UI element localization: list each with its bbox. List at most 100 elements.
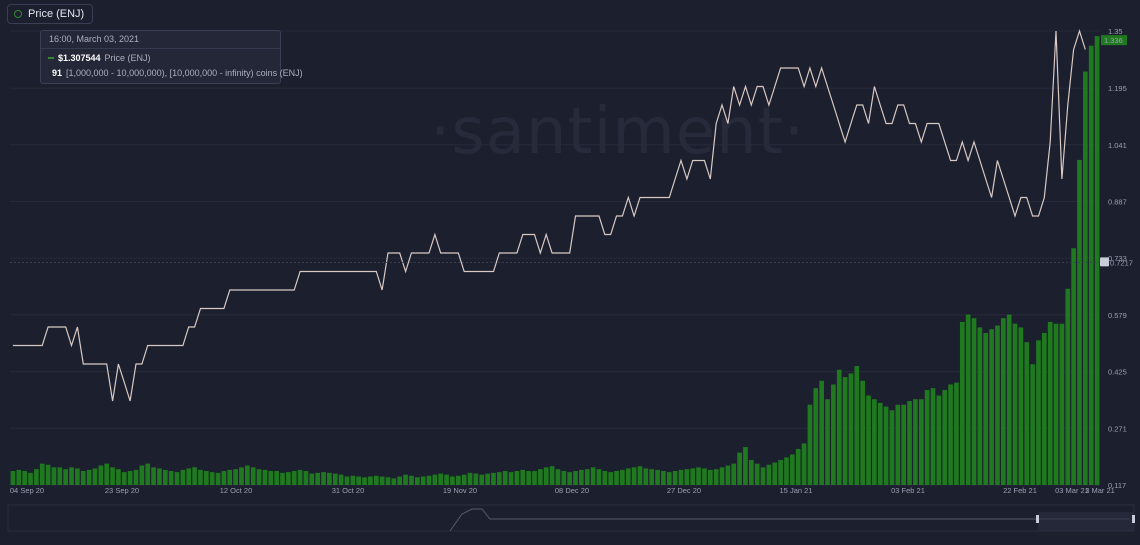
y-tick-label: 0.579 — [1108, 311, 1127, 320]
price-bar — [971, 318, 977, 485]
price-bar — [866, 395, 871, 485]
price-bar — [315, 472, 320, 485]
price-bar — [778, 459, 783, 485]
price-bar — [872, 399, 877, 485]
price-bar — [133, 469, 139, 485]
price-bar — [16, 469, 22, 485]
price-bar — [332, 473, 338, 485]
price-bar — [409, 475, 414, 485]
y-tick-label: 1.195 — [1108, 84, 1127, 93]
price-bar — [889, 410, 895, 485]
price-bar — [168, 471, 174, 485]
price-bar — [743, 447, 748, 485]
price-bar — [1065, 288, 1071, 485]
legend-price-label: Price (ENJ) — [28, 8, 85, 20]
price-bar — [883, 406, 889, 485]
price-bar — [772, 462, 778, 485]
price-bar — [34, 469, 39, 485]
x-tick-label: 15 Jan 21 — [780, 486, 813, 495]
y-tick-label: 0.887 — [1108, 197, 1127, 206]
price-bar — [784, 457, 789, 485]
price-bar — [707, 469, 713, 485]
price-bar — [420, 476, 426, 485]
price-bar — [590, 467, 596, 485]
price-bar — [262, 469, 268, 485]
price-bar — [731, 463, 737, 485]
price-bar — [22, 471, 27, 485]
price-bar — [760, 467, 766, 485]
price-bar — [373, 475, 379, 485]
price-bar — [555, 469, 561, 485]
price-bar — [748, 459, 754, 485]
legend-dot-icon — [14, 10, 22, 18]
price-bar — [579, 469, 584, 485]
price-bar — [1053, 323, 1059, 485]
price-bar — [907, 401, 912, 485]
price-bar — [924, 390, 930, 485]
price-bar — [989, 329, 994, 485]
price-bar — [1024, 342, 1030, 485]
navigator-window — [1038, 512, 1134, 531]
price-bar — [848, 373, 854, 485]
price-bar — [438, 473, 444, 485]
navigator-right-handle — [1132, 515, 1135, 523]
price-bar — [977, 327, 983, 485]
legend-price-chip[interactable]: Price (ENJ) — [7, 4, 94, 24]
price-bar — [813, 388, 819, 485]
price-bar — [713, 469, 719, 485]
price-bar — [110, 467, 115, 485]
price-bar — [344, 476, 350, 485]
price-bar — [643, 468, 649, 485]
price-bar — [959, 321, 965, 485]
price-bar — [983, 332, 989, 485]
price-bar — [63, 469, 69, 485]
price-bar — [995, 325, 1000, 485]
crosshair-plus-icon — [1100, 257, 1109, 267]
price-bar — [1000, 318, 1006, 485]
price-bar — [766, 464, 772, 485]
price-bar — [614, 471, 619, 485]
price-bar — [936, 395, 942, 485]
price-bar — [913, 399, 918, 485]
price-bar — [666, 472, 672, 485]
price-bar — [801, 443, 807, 485]
price-bar — [215, 472, 221, 485]
price-bar — [842, 377, 848, 485]
price-bar — [186, 468, 192, 485]
price-bar — [918, 399, 924, 485]
x-tick-label: 04 Sep 20 — [10, 486, 44, 495]
price-bar — [631, 467, 637, 485]
price-bar — [1088, 45, 1094, 486]
price-bar — [426, 475, 432, 485]
crosshair-value-label: 0.7217 — [1110, 258, 1133, 267]
price-bar — [690, 468, 696, 485]
price-bar — [233, 469, 238, 485]
price-bar — [338, 474, 344, 485]
price-bar — [1041, 332, 1047, 485]
price-bar — [162, 469, 168, 485]
price-bar — [1083, 71, 1088, 485]
price-bar — [45, 464, 51, 485]
price-bar — [790, 454, 795, 485]
price-bar — [625, 468, 631, 485]
price-bar — [491, 472, 496, 485]
tooltip-price-row: $1.307544 Price (ENJ) — [41, 52, 280, 64]
price-bar — [567, 472, 572, 485]
price-bar — [450, 476, 455, 485]
price-bar — [221, 471, 227, 485]
price-bar — [584, 469, 590, 485]
price-bar — [543, 467, 549, 485]
price-bar — [602, 471, 608, 485]
y-tick-label: 0.271 — [1108, 424, 1127, 433]
price-bar — [98, 465, 104, 485]
price-bar — [737, 452, 742, 485]
price-bar — [895, 404, 901, 485]
price-bar — [538, 469, 543, 485]
price-bar — [485, 473, 490, 485]
price-bar — [877, 402, 883, 485]
current-price-label: 1.336 — [1104, 36, 1123, 45]
price-bar — [116, 469, 121, 485]
price-bar — [256, 469, 262, 485]
price-bar — [1018, 327, 1024, 485]
